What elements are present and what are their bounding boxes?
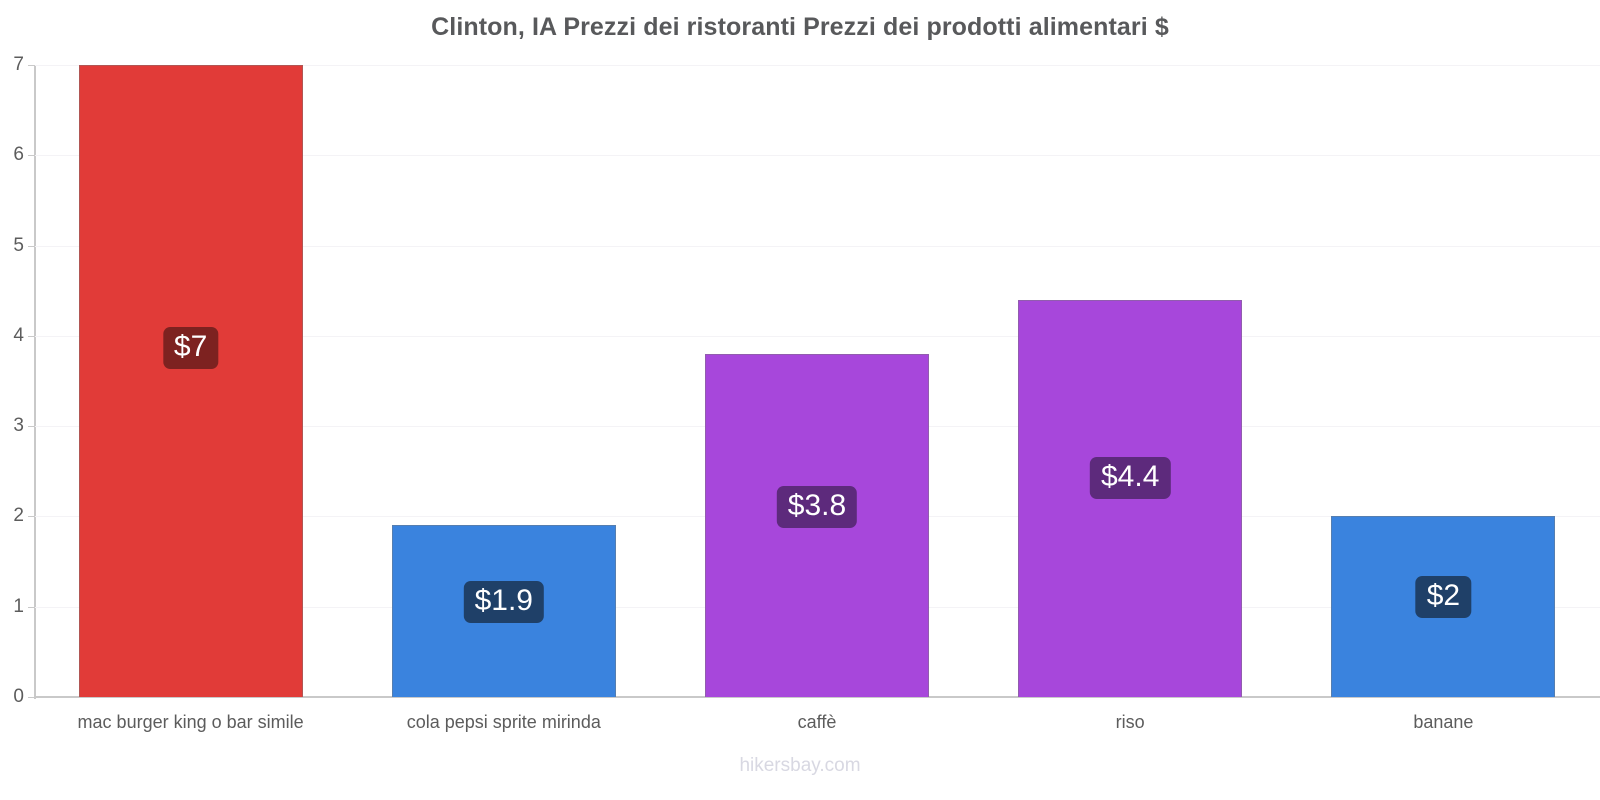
y-axis-tick-label: 6 <box>13 144 24 166</box>
footer-attribution: hikersbay.com <box>739 755 861 776</box>
bar-value-label: $7 <box>162 327 219 370</box>
chart-title: Clinton, IA Prezzi dei ristoranti Prezzi… <box>431 13 1169 41</box>
x-axis-category-label: banane <box>1413 712 1474 732</box>
gridline <box>34 155 1600 157</box>
y-axis-tick-label: 7 <box>13 54 24 75</box>
y-axis-tick-label: 0 <box>13 686 24 707</box>
y-axis-tick-mark <box>28 65 35 66</box>
x-axis-category-label: riso <box>1115 712 1145 732</box>
x-axis-category-label: mac burger king o bar simile <box>77 712 304 732</box>
y-axis-tick-label: 2 <box>13 505 24 527</box>
y-axis-tick-mark <box>28 335 35 337</box>
bar[interactable] <box>78 65 303 697</box>
y-axis-tick-mark <box>28 245 35 247</box>
y-axis-tick-mark <box>28 155 35 157</box>
x-axis-category-label: cola pepsi sprite mirinda <box>406 712 601 732</box>
gridline <box>34 335 1600 337</box>
gridline <box>34 65 1600 66</box>
y-axis-tick-label: 5 <box>13 234 24 256</box>
y-axis-tick-mark <box>28 606 35 608</box>
y-axis-tick-mark <box>28 426 35 428</box>
gridline <box>34 245 1600 247</box>
x-axis-category-label: caffè <box>797 712 837 732</box>
y-axis-tick-label: 1 <box>13 595 24 617</box>
bar-value-label: $2 <box>1415 575 1472 618</box>
y-axis-tick-label: 3 <box>13 415 24 437</box>
y-axis-tick-mark <box>28 516 35 518</box>
bar-value-label: $4.4 <box>1089 456 1171 499</box>
y-axis-tick-mark <box>28 697 35 698</box>
x-axis-line <box>34 696 1600 698</box>
y-axis-line <box>34 65 36 699</box>
bar-value-label: $3.8 <box>776 486 858 529</box>
y-axis-tick-label: 4 <box>13 324 24 346</box>
bar-value-label: $1.9 <box>463 580 544 623</box>
